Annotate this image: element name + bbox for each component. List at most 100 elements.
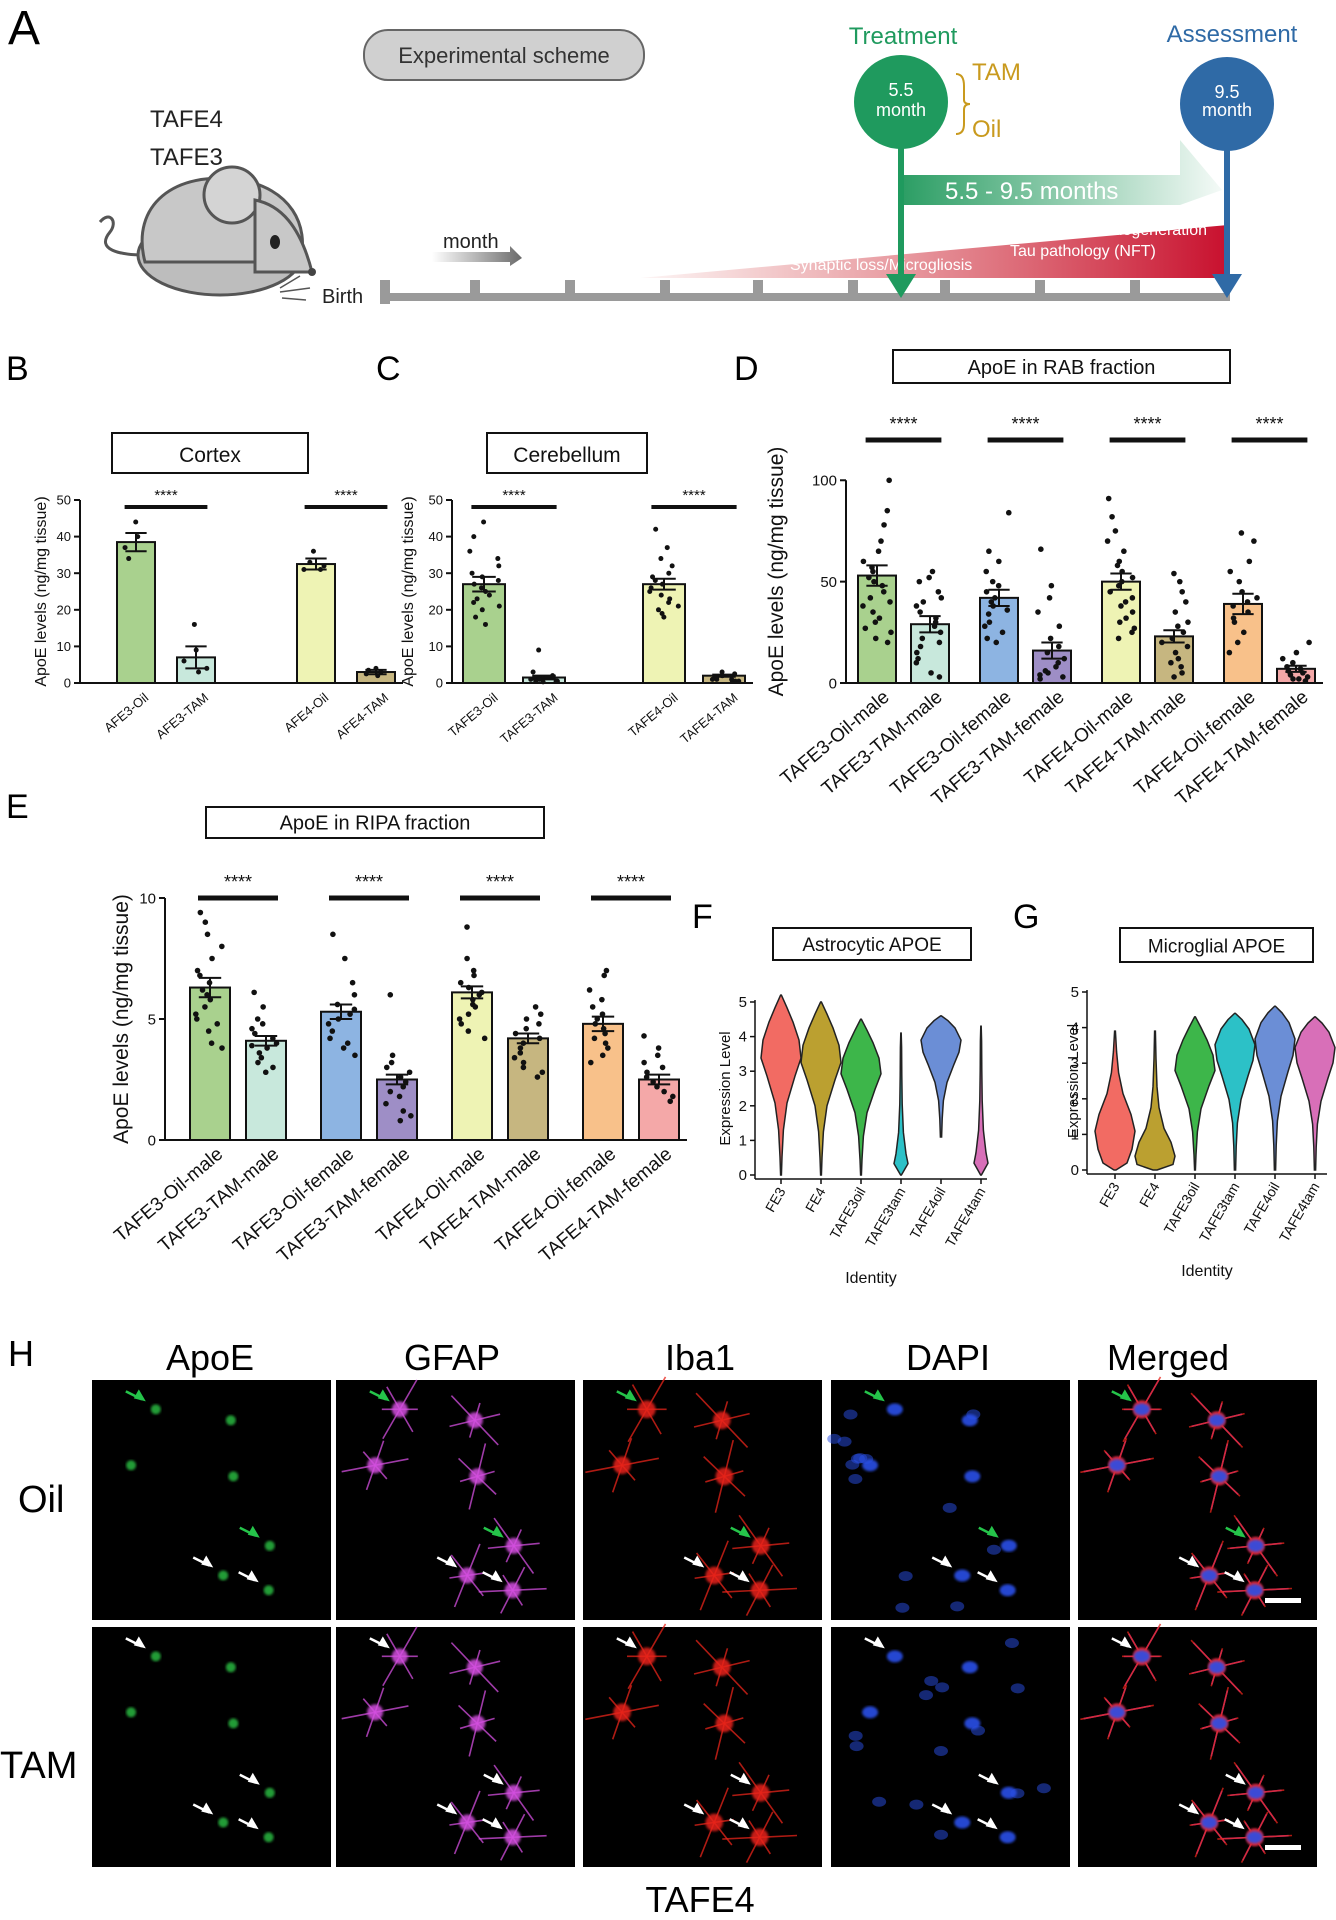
data-point (301, 567, 307, 573)
nucleus (964, 1470, 981, 1483)
data-point (1239, 588, 1245, 595)
cell-process (713, 1574, 733, 1599)
cell-process (477, 1717, 495, 1725)
data-point (1056, 643, 1062, 650)
cell-process (721, 1419, 749, 1448)
x-tick-label: FE3 (762, 1184, 789, 1214)
cell-process (362, 1698, 376, 1713)
arrow-head-icon (872, 1636, 885, 1649)
data-point (457, 979, 464, 986)
data-point (482, 621, 488, 627)
cell-process (386, 1386, 401, 1410)
data-point (1306, 639, 1312, 646)
violin (1214, 1012, 1256, 1171)
data-point (1175, 655, 1182, 662)
cell-process (476, 1443, 487, 1477)
data-point (870, 568, 876, 575)
arrow-head-icon (377, 1389, 390, 1402)
data-point (984, 635, 991, 642)
data-point (589, 1004, 596, 1010)
cell-process (721, 1666, 749, 1695)
nucleus (1109, 1459, 1126, 1472)
data-point (365, 667, 371, 673)
micrograph-background (92, 1627, 331, 1867)
cell-process (365, 1465, 376, 1491)
nucleus (1036, 1783, 1051, 1794)
data-point (202, 1004, 208, 1010)
apoe-puncta (263, 1832, 274, 1843)
data-point (654, 1083, 660, 1090)
data-point (471, 972, 477, 979)
cell-process (513, 1529, 522, 1547)
cell-process (646, 1408, 662, 1435)
data-point (1175, 623, 1181, 630)
data-point (936, 639, 943, 646)
data-point (719, 673, 725, 679)
data-point (1180, 629, 1187, 636)
cell-process (758, 1564, 774, 1591)
cell-process (721, 1659, 750, 1669)
nucleus (1211, 1717, 1228, 1730)
cell-process (505, 1545, 515, 1563)
data-point (667, 1098, 674, 1105)
apoe-puncta (126, 1460, 137, 1471)
data-point (658, 592, 664, 598)
arrow-head-icon (940, 1555, 953, 1568)
assessment-title: Assessment (1167, 21, 1298, 48)
violin (1294, 1016, 1336, 1171)
data-point (880, 588, 887, 595)
data-point (661, 614, 667, 620)
data-point (270, 1064, 276, 1071)
apoe-puncta (228, 1718, 239, 1729)
data-point (938, 595, 945, 601)
data-point (1168, 659, 1174, 666)
arrow-head-icon (1119, 1389, 1132, 1402)
data-point (534, 1074, 541, 1080)
chart-title: Microglial APOE (1148, 936, 1285, 957)
data-point (481, 1035, 488, 1042)
data-point (1159, 639, 1165, 646)
data-point (860, 558, 867, 565)
x-tick-label: TAFE4tam (942, 1185, 989, 1250)
cell-process (476, 1722, 497, 1742)
apoe-puncta (228, 1471, 239, 1482)
arrow-head-icon (1233, 1772, 1246, 1785)
cell-process (738, 1514, 762, 1547)
y-tick-label: 10 (57, 639, 71, 654)
data-point (653, 526, 659, 532)
arrow-head-icon (985, 1570, 998, 1583)
data-point (872, 619, 879, 625)
data-point (465, 984, 472, 991)
data-point (1184, 643, 1191, 650)
column-title-iba1: Iba1 (665, 1337, 735, 1378)
chart-title: Cerebellum (513, 444, 620, 467)
cell-process (466, 1574, 484, 1597)
significance-stars: **** (1255, 414, 1283, 434)
micrograph-background (1078, 1380, 1317, 1620)
nucleus (1010, 1683, 1025, 1694)
violin (1174, 1016, 1216, 1171)
micrograph-tam-gfap (336, 1626, 575, 1867)
cell-process (374, 1464, 388, 1480)
micrograph-background (831, 1380, 1070, 1620)
chart-title: ApoE in RAB fraction (968, 357, 1156, 379)
chart-cerebellum: Cerebellum 0 10 20 30 40 50 ApoE levels (ng/mg … (400, 432, 753, 746)
data-point (666, 599, 672, 605)
chart-title-box (892, 349, 1231, 384)
significance-stars: **** (486, 872, 514, 892)
cell-process (399, 1626, 418, 1657)
data-point (594, 1016, 601, 1022)
data-point (732, 671, 738, 677)
data-point (344, 1040, 351, 1046)
cell-process (449, 1821, 468, 1826)
cell-process (721, 1648, 729, 1668)
cell-process (478, 1589, 513, 1593)
data-point (601, 972, 608, 979)
cell-process (449, 1666, 476, 1675)
data-point (1240, 629, 1247, 636)
cell-process (382, 1408, 401, 1440)
data-point (990, 603, 996, 609)
data-point (879, 582, 886, 589)
data-point (352, 1052, 358, 1059)
mouse-line-2: TAFE3 (150, 144, 223, 171)
